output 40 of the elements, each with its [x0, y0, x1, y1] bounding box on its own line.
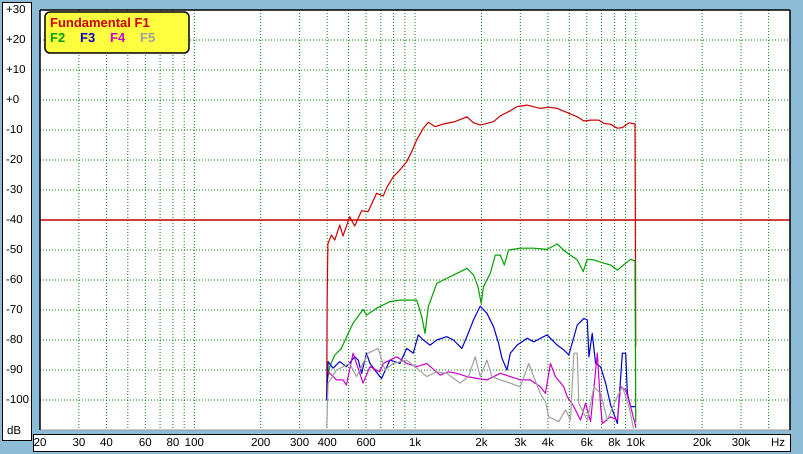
text: Fundamental F1 [50, 15, 150, 30]
y-tick-label: -10 [6, 124, 23, 136]
x-tick-label: 6k [580, 437, 594, 449]
y-tick-label: +10 [6, 64, 26, 76]
x-tick-label: 2k [475, 437, 488, 449]
y-tick-label: -100 [6, 394, 30, 406]
x-tick-label: 8k [608, 437, 621, 449]
y-tick-label: +20 [6, 34, 26, 46]
x-tick-label: 80 [166, 437, 180, 449]
y-tick-label: -80 [6, 334, 23, 346]
y-tick-label: -20 [6, 154, 23, 166]
x-tick-label: 1k [408, 437, 422, 449]
text: F3 [80, 30, 96, 45]
text: F2 [50, 30, 66, 45]
y-tick-label: +30 [6, 4, 26, 16]
text: F4 [110, 30, 126, 45]
x-tick-label: 300 [290, 437, 310, 449]
x-tick-label: 20k [692, 437, 712, 449]
y-tick-label: -40 [6, 214, 23, 226]
x-tick-label: 20 [34, 437, 46, 449]
x-tick-label: 400 [318, 437, 337, 449]
x-tick-label: 200 [251, 437, 270, 449]
x-axis-title: Hz [770, 437, 786, 449]
x-tick-label: 4k [542, 437, 554, 449]
x-tick-label: 30k [732, 437, 751, 449]
x-tick-label: 100 [184, 437, 204, 449]
text: F5 [140, 30, 156, 45]
y-tick-label: -70 [6, 304, 23, 316]
x-tick-label: 30 [72, 437, 86, 449]
y-tick-label: +0 [6, 94, 20, 106]
x-tick-label: 10k [626, 437, 646, 449]
y-tick-label: -90 [6, 364, 23, 376]
x-tick-label: 3k [514, 437, 527, 449]
y-tick-label: -30 [6, 184, 23, 196]
y-tick-label: -60 [6, 274, 23, 286]
x-tick-label: 600 [356, 437, 376, 449]
x-tick-label: 40 [100, 437, 113, 449]
y-tick-label: -50 [6, 244, 23, 256]
y-axis-title: dB [7, 425, 22, 437]
x-tick-label: 60 [138, 437, 152, 449]
